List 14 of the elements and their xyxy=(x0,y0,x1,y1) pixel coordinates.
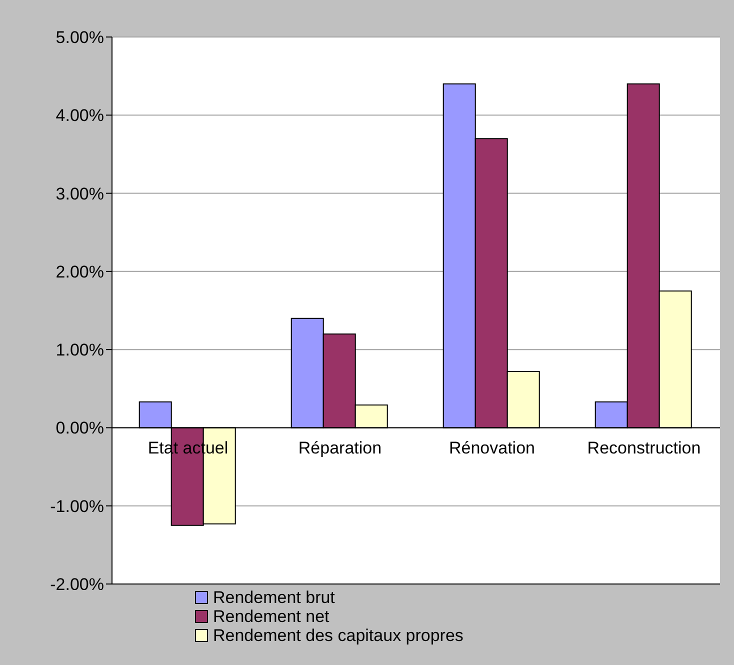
y-tick-label: 4.00% xyxy=(56,106,104,126)
x-tick-label: Reconstruction xyxy=(587,438,701,458)
y-tick-label: 3.00% xyxy=(56,184,104,204)
y-tick-label: -1.00% xyxy=(50,496,104,516)
y-tick-label: 2.00% xyxy=(56,262,104,282)
y-tick-label: -2.00% xyxy=(50,575,104,594)
legend-label: Rendement net xyxy=(213,607,330,626)
x-tick-label: Réparation xyxy=(298,438,382,458)
y-tick-label: 0.00% xyxy=(56,418,104,438)
legend-label: Rendement brut xyxy=(213,588,335,607)
legend-label: Rendement des capitaux propres xyxy=(213,626,464,645)
y-tick-label: 5.00% xyxy=(56,28,104,48)
y-tick-label: 1.00% xyxy=(56,340,104,360)
x-tick-label: Rénovation xyxy=(448,438,536,458)
